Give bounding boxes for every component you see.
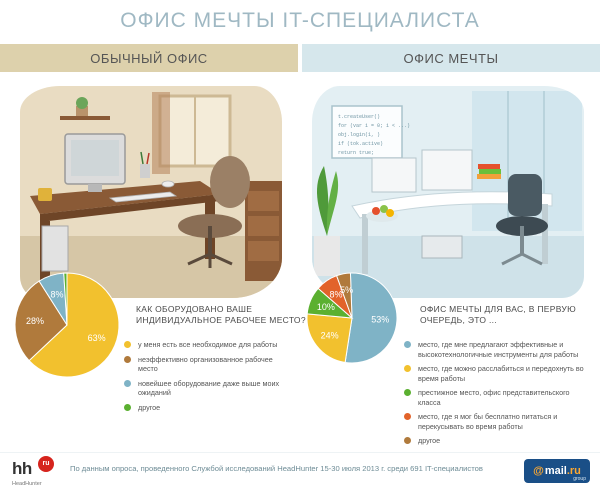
legend-text: другое <box>138 402 161 412</box>
legend-item: место, где можно расслабиться и передохн… <box>404 364 592 383</box>
legend-dot <box>404 437 411 444</box>
legend-dot <box>124 379 131 387</box>
hh-ru-badge: ru <box>38 456 54 472</box>
legend-dot <box>124 341 131 348</box>
legend-text: место, где я мог бы бесплатно питаться и… <box>418 412 558 431</box>
pie-slice <box>335 272 353 319</box>
band-regular-office: ОБЫЧНЫЙ ОФИС <box>0 44 298 72</box>
pie-slice-label: 8% <box>329 290 342 300</box>
legend-text: у меня есть все необходимое для работы <box>138 340 278 349</box>
legend-item: новейшее оборудование даже выше моих ожи… <box>124 379 294 398</box>
legend-dream-office: место, где мне предлагают эффективные и … <box>404 340 592 451</box>
pie-slice-label: 53% <box>371 315 389 325</box>
mail-logo-group: group <box>573 476 586 482</box>
pie-slice-label: 5% <box>340 285 353 295</box>
pie-chart-current-workplace: 63% 28% 8% <box>12 270 122 385</box>
dream-office-illustration: t.createUser() for (var i = 0; i < ...) … <box>312 86 584 298</box>
band-dream-office: ОФИС МЕЧТЫ <box>302 44 600 72</box>
pie-slice-label: 28% <box>26 316 44 326</box>
legend-dot <box>124 403 131 411</box>
pie-slice <box>28 272 120 378</box>
legend-item: у меня есть все необходимое для работы <box>124 340 294 350</box>
question-dream-office: ОФИС МЕЧТЫ ДЛЯ ВАС, В ПЕРВУЮ ОЧЕРЕДЬ, ЭТ… <box>420 304 576 325</box>
legend-item: престижное место, офис представительског… <box>404 388 592 407</box>
legend-text: неэффективно организованное рабочее мест… <box>138 354 273 374</box>
hh-logo-subtitle: HeadHunter <box>12 481 42 487</box>
source-note: По данным опроса, проведенного Службой и… <box>70 464 483 473</box>
pie-slice-label: 8% <box>51 289 64 299</box>
band-label-regular-office: ОБЫЧНЫЙ ОФИС <box>90 51 208 66</box>
question-current-workplace: КАК ОБОРУДОВАНО ВАШЕ ИНДИВИДУАЛЬНОЕ РАБО… <box>136 304 306 325</box>
legend-dot <box>404 389 411 396</box>
legend-item: неэффективно организованное рабочее мест… <box>124 355 294 374</box>
pie-slice-label: 10% <box>317 302 335 312</box>
whiteboard-line: t.createUser() <box>338 114 380 120</box>
mail-logo-ru: .ru <box>566 465 581 477</box>
pie-chart-dream-office: 53% 24% 10% 8% 5% <box>306 266 398 371</box>
whiteboard-line: obj.login(1, ) <box>338 132 380 138</box>
hh-logo-word: hh <box>12 459 32 478</box>
page-title: ОФИС МЕЧТЫ IT-СПЕЦИАЛИСТА <box>120 9 480 32</box>
whiteboard-line: for (var i = 0; i < ...) <box>338 123 410 129</box>
legend-text: место, где можно расслабиться и передохн… <box>418 364 584 383</box>
legend-text: место, где мне предлагают эффективные и … <box>418 340 579 359</box>
legend-dot <box>404 341 411 348</box>
legend-item: место, где мне предлагают эффективные и … <box>404 340 592 359</box>
legend-text: новейшее оборудование даже выше моих ожи… <box>138 378 280 398</box>
legend-dot <box>404 413 411 420</box>
pie-slice <box>14 280 68 362</box>
mail-ru-group-logo[interactable]: @ mail .ru group <box>524 459 590 483</box>
mail-logo-at: @ <box>533 465 544 477</box>
legend-text: престижное место, офис представительског… <box>418 388 570 407</box>
legend-item: другое <box>124 403 294 413</box>
legend-item: другое <box>404 436 592 446</box>
legend-current-workplace: у меня есть все необходимое для работы н… <box>124 340 294 417</box>
whiteboard-line: if (tok.active) <box>338 141 383 147</box>
pie-slice <box>344 272 398 364</box>
whiteboard-line: return true; <box>338 150 374 156</box>
regular-office-illustration <box>20 86 282 298</box>
legend-dot <box>404 365 411 372</box>
legend-text: другое <box>418 436 441 445</box>
pie-slice-label: 24% <box>321 330 339 340</box>
legend-item: место, где я мог бы бесплатно питаться и… <box>404 412 592 431</box>
legend-dot <box>124 355 131 363</box>
mail-logo-word: mail <box>544 465 567 477</box>
band-label-dream-office: ОФИС МЕЧТЫ <box>403 51 499 66</box>
pie-slice <box>63 272 68 326</box>
pie-slice <box>306 313 353 364</box>
footer: hh ru HeadHunter По данным опроса, прове… <box>0 452 600 500</box>
headhunter-logo[interactable]: hh ru HeadHunter <box>12 456 54 487</box>
pie-slice-label: 63% <box>88 333 106 343</box>
